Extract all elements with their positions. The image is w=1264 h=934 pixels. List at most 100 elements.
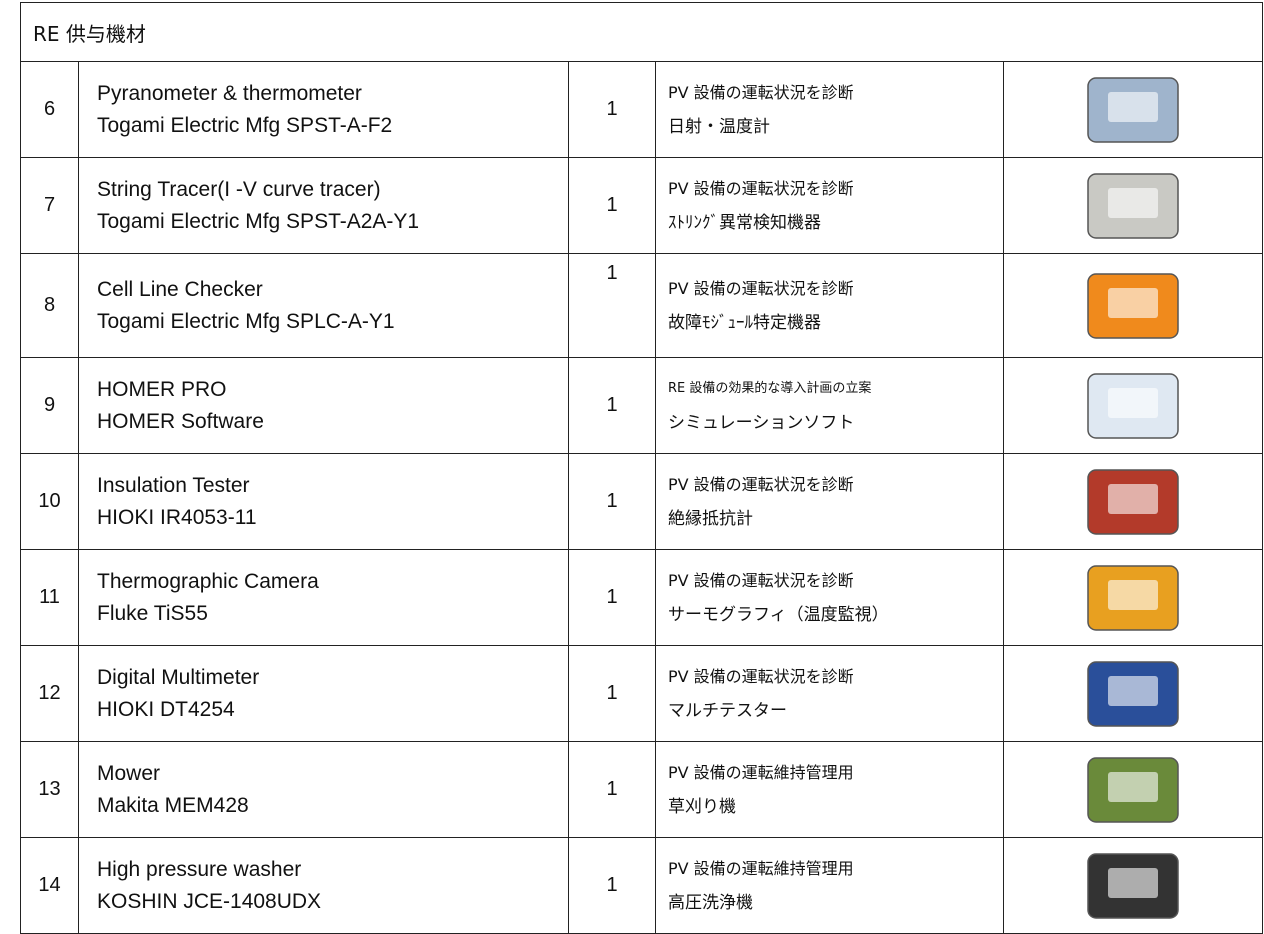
item-number: 9: [20, 357, 79, 454]
item-name: Thermographic Camera: [97, 569, 319, 593]
description: 日射・温度計: [668, 116, 770, 137]
purpose-cell: PV 設備の運転状況を診断 ｽﾄﾘﾝｸﾞ異常検知機器: [655, 157, 1004, 254]
image-cell: [1002, 61, 1264, 158]
item-model: Fluke TiS55: [97, 601, 208, 625]
quantity: 1: [568, 645, 656, 742]
purpose: PV 設備の運転状況を診断: [668, 278, 854, 298]
table-row: 6 Pyranometer & thermometer Togami Electri…: [20, 61, 1264, 158]
quantity: 1: [568, 549, 656, 646]
product-image: [1087, 172, 1179, 239]
item-name: Digital Multimeter: [97, 665, 260, 689]
item-name: Pyranometer & thermometer: [97, 81, 362, 105]
quantity: 1: [568, 357, 656, 454]
purpose: RE 設備の効果的な導入計画の立案: [668, 380, 872, 396]
purpose-cell: RE 設備の効果的な導入計画の立案シミュレーションソフト: [655, 357, 1004, 454]
image-cell: [1002, 837, 1264, 934]
description: サーモグラフィ（温度監視）: [668, 604, 889, 625]
item-number: 12: [20, 645, 79, 742]
item-model: Makita MEM428: [97, 793, 249, 817]
table-row: 9 HOMER PRO HOMER Software 1 RE 設備の効果的な導入計画の…: [20, 357, 1264, 454]
purpose-cell: PV 設備の運転状況を診断 マルチテスター: [655, 645, 1004, 742]
purpose-cell: PV 設備の運転状況を診断サーモグラフィ（温度監視）: [655, 549, 1004, 646]
purpose: PV 設備の運転維持管理用: [668, 858, 854, 878]
purpose-cell: PV 設備の運転維持管理用 高圧洗浄機: [655, 837, 1004, 934]
purpose-cell: PV 設備の運転状況を診断 日射・温度計: [655, 61, 1004, 158]
item-name-cell: High pressure washer KOSHIN JCE-1408UDX: [78, 837, 569, 934]
description: シミュレーションソフト: [668, 412, 855, 433]
image-cell: [1002, 549, 1264, 646]
purpose: PV 設備の運転状況を診断: [668, 178, 854, 198]
description: 絶縁抵抗計: [668, 508, 753, 529]
item-number: 7: [20, 157, 79, 254]
purpose-cell: PV 設備の運転状況を診断 絶縁抵抗計: [655, 453, 1004, 550]
description: ｽﾄﾘﾝｸﾞ異常検知機器: [668, 212, 821, 233]
item-name-cell: Digital Multimeter HIOKI DT4254: [78, 645, 569, 742]
image-cell: [1002, 453, 1264, 550]
item-number: 13: [20, 741, 79, 838]
item-name-cell: Mower Makita MEM428: [78, 741, 569, 838]
item-name: String Tracer(I -V curve tracer): [97, 177, 381, 201]
quantity: 1: [568, 453, 656, 550]
item-name-cell: Cell Line Checker Togami Electric Mfg SPL…: [78, 253, 569, 358]
item-name-cell: Pyranometer & thermometer Togami Electric…: [78, 61, 569, 158]
product-image: [1087, 660, 1179, 727]
table-title: RE 供与機材: [19, 2, 1264, 62]
purpose: PV 設備の運転状況を診断: [668, 474, 854, 494]
quantity: 1: [568, 157, 656, 254]
item-name-cell: String Tracer(I -V curve tracer) Togami E…: [78, 157, 569, 254]
header-row: RE 供与機材: [19, 2, 1264, 62]
purpose-cell: PV 設備の運転状況を診断 故障ﾓｼﾞｭｰﾙ特定機器: [655, 253, 1004, 358]
item-model: HOMER Software: [97, 409, 264, 433]
purpose: PV 設備の運転維持管理用: [668, 762, 854, 782]
purpose: PV 設備の運転状況を診断: [668, 570, 854, 590]
product-image: [1087, 372, 1179, 439]
item-model: KOSHIN JCE-1408UDX: [97, 889, 322, 913]
quantity: 1: [568, 837, 656, 934]
quantity: 1: [568, 61, 656, 158]
item-model: Togami Electric Mfg SPST-A-F2: [97, 113, 393, 137]
product-image: [1087, 272, 1179, 339]
table-row: 14 High pressure washer KOSHIN JCE-1408UDX…: [20, 837, 1264, 934]
item-name-cell: Thermographic Camera Fluke TiS55: [78, 549, 569, 646]
item-name: Mower: [97, 761, 161, 785]
table-row: 12 Digital Multimeter HIOKI DT4254 1 PV 設備の運…: [20, 645, 1264, 742]
item-model: Togami Electric Mfg SPLC-A-Y1: [97, 309, 395, 333]
image-cell: [1002, 645, 1264, 742]
description: マルチテスター: [668, 700, 787, 721]
equipment-table: RE 供与機材 6 Pyranometer & thermometer Togami…: [19, 2, 1264, 934]
item-number: 11: [20, 549, 79, 646]
product-image: [1087, 564, 1179, 631]
description: 故障ﾓｼﾞｭｰﾙ特定機器: [668, 312, 821, 333]
product-image: [1087, 468, 1179, 535]
image-cell: [1002, 741, 1264, 838]
image-cell: [1002, 157, 1264, 254]
purpose: PV 設備の運転状況を診断: [668, 666, 854, 686]
purpose: PV 設備の運転状況を診断: [668, 82, 854, 102]
item-name: HOMER PRO: [97, 377, 227, 401]
item-number: 6: [20, 61, 79, 158]
product-image: [1087, 852, 1179, 919]
item-number: 10: [20, 453, 79, 550]
item-name: High pressure washer: [97, 857, 302, 881]
table-row: 13 Mower Makita MEM428 1 PV 設備の運転維持管理用 草刈り機: [20, 741, 1264, 838]
purpose-cell: PV 設備の運転維持管理用 草刈り機: [655, 741, 1004, 838]
image-cell: [1002, 357, 1264, 454]
table-row: 10 Insulation Tester HIOKI IR4053-11 1 PV 設備…: [20, 453, 1264, 550]
item-number: 14: [20, 837, 79, 934]
item-number: 8: [20, 253, 79, 358]
description: 高圧洗浄機: [668, 892, 753, 913]
description: 草刈り機: [668, 796, 736, 817]
product-image: [1087, 76, 1179, 143]
quantity: 1: [568, 253, 656, 358]
table-row: 7 String Tracer(I -V curve tracer) Togami …: [20, 157, 1264, 254]
quantity: 1: [568, 741, 656, 838]
item-name: Insulation Tester: [97, 473, 250, 497]
item-name-cell: Insulation Tester HIOKI IR4053-11: [78, 453, 569, 550]
item-model: HIOKI IR4053-11: [97, 505, 257, 529]
item-model: HIOKI DT4254: [97, 697, 235, 721]
item-model: Togami Electric Mfg SPST-A2A-Y1: [97, 209, 420, 233]
item-name: Cell Line Checker: [97, 277, 263, 301]
product-image: [1087, 756, 1179, 823]
item-name-cell: HOMER PRO HOMER Software: [78, 357, 569, 454]
